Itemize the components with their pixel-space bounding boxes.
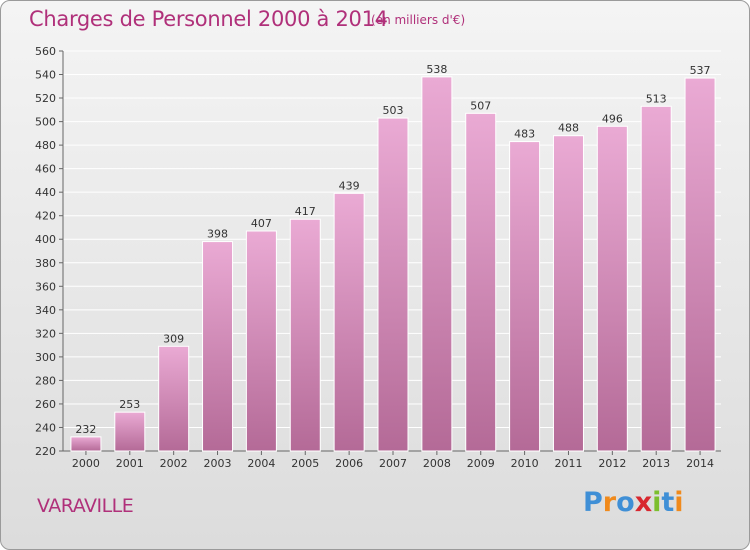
y-tick-label: 360: [35, 280, 56, 293]
logo-letter: x: [634, 487, 653, 518]
bar: [114, 411, 146, 452]
bar: [684, 77, 716, 452]
bar: [333, 192, 365, 452]
y-tick-label: 500: [35, 116, 56, 129]
x-tick-label: 2014: [686, 457, 714, 470]
bar: [421, 76, 453, 452]
bar-value-label: 538: [426, 63, 447, 76]
x-tick-label: 2006: [335, 457, 363, 470]
y-tick-label: 440: [35, 186, 56, 199]
bar: [596, 125, 628, 452]
bar-value-label: 507: [470, 99, 491, 112]
logo-letter: o: [616, 487, 635, 518]
bar-value-label: 488: [558, 122, 579, 135]
bar: [640, 105, 672, 452]
x-tick-label: 2010: [511, 457, 539, 470]
x-tick-label: 2013: [642, 457, 670, 470]
bar-value-label: 309: [163, 332, 184, 345]
chart-title: Charges de Personnel 2000 à 2014: [29, 7, 388, 31]
proxiti-logo: Proxiti: [583, 487, 684, 518]
bar-value-label: 483: [514, 128, 535, 141]
y-tick-label: 560: [35, 45, 56, 58]
bar-value-label: 417: [295, 205, 316, 218]
y-tick-label: 260: [35, 398, 56, 411]
bar-value-label: 439: [339, 179, 360, 192]
bar-value-label: 513: [646, 92, 667, 105]
bar: [552, 135, 584, 452]
y-tick-label: 420: [35, 210, 56, 223]
bar: [465, 112, 497, 452]
logo-letter: t: [661, 487, 675, 518]
x-tick-label: 2007: [379, 457, 407, 470]
commune-name: VARAVILLE: [37, 495, 134, 517]
x-tick-label: 2011: [554, 457, 582, 470]
bar: [377, 117, 409, 452]
y-tick-label: 320: [35, 327, 56, 340]
logo-letter: i: [674, 487, 684, 518]
y-tick-label: 520: [35, 92, 56, 105]
logo-letter: P: [583, 487, 603, 518]
y-tick-label: 280: [35, 374, 56, 387]
y-tick-label: 460: [35, 163, 56, 176]
logo-letter: r: [602, 487, 617, 518]
bar-value-label: 398: [207, 228, 228, 241]
y-tick-label: 240: [35, 421, 56, 434]
bar: [202, 241, 234, 452]
x-tick-label: 2005: [291, 457, 319, 470]
bar-value-label: 503: [383, 104, 404, 117]
x-tick-label: 2001: [116, 457, 144, 470]
y-tick-label: 400: [35, 233, 56, 246]
bar-value-label: 537: [690, 64, 711, 77]
bar-value-label: 496: [602, 112, 623, 125]
x-tick-label: 2009: [467, 457, 495, 470]
y-tick-label: 380: [35, 257, 56, 270]
x-tick-label: 2002: [160, 457, 188, 470]
chart-subtitle: (en milliers d'€): [371, 13, 466, 27]
x-tick-label: 2012: [598, 457, 626, 470]
bar-value-label: 232: [75, 423, 96, 436]
bar-value-label: 253: [119, 398, 140, 411]
y-tick-label: 340: [35, 304, 56, 317]
bar: [509, 141, 541, 452]
y-tick-label: 220: [35, 445, 56, 458]
x-tick-label: 2008: [423, 457, 451, 470]
x-tick-label: 2004: [247, 457, 275, 470]
bar: [289, 218, 321, 452]
bar: [245, 230, 277, 452]
logo-letter: i: [652, 487, 662, 518]
bar: [158, 345, 190, 452]
bar-value-label: 407: [251, 217, 272, 230]
bar: [70, 436, 102, 452]
x-tick-label: 2000: [72, 457, 100, 470]
y-tick-label: 540: [35, 69, 56, 82]
y-tick-label: 300: [35, 351, 56, 364]
y-tick-label: 480: [35, 139, 56, 152]
x-tick-label: 2003: [204, 457, 232, 470]
